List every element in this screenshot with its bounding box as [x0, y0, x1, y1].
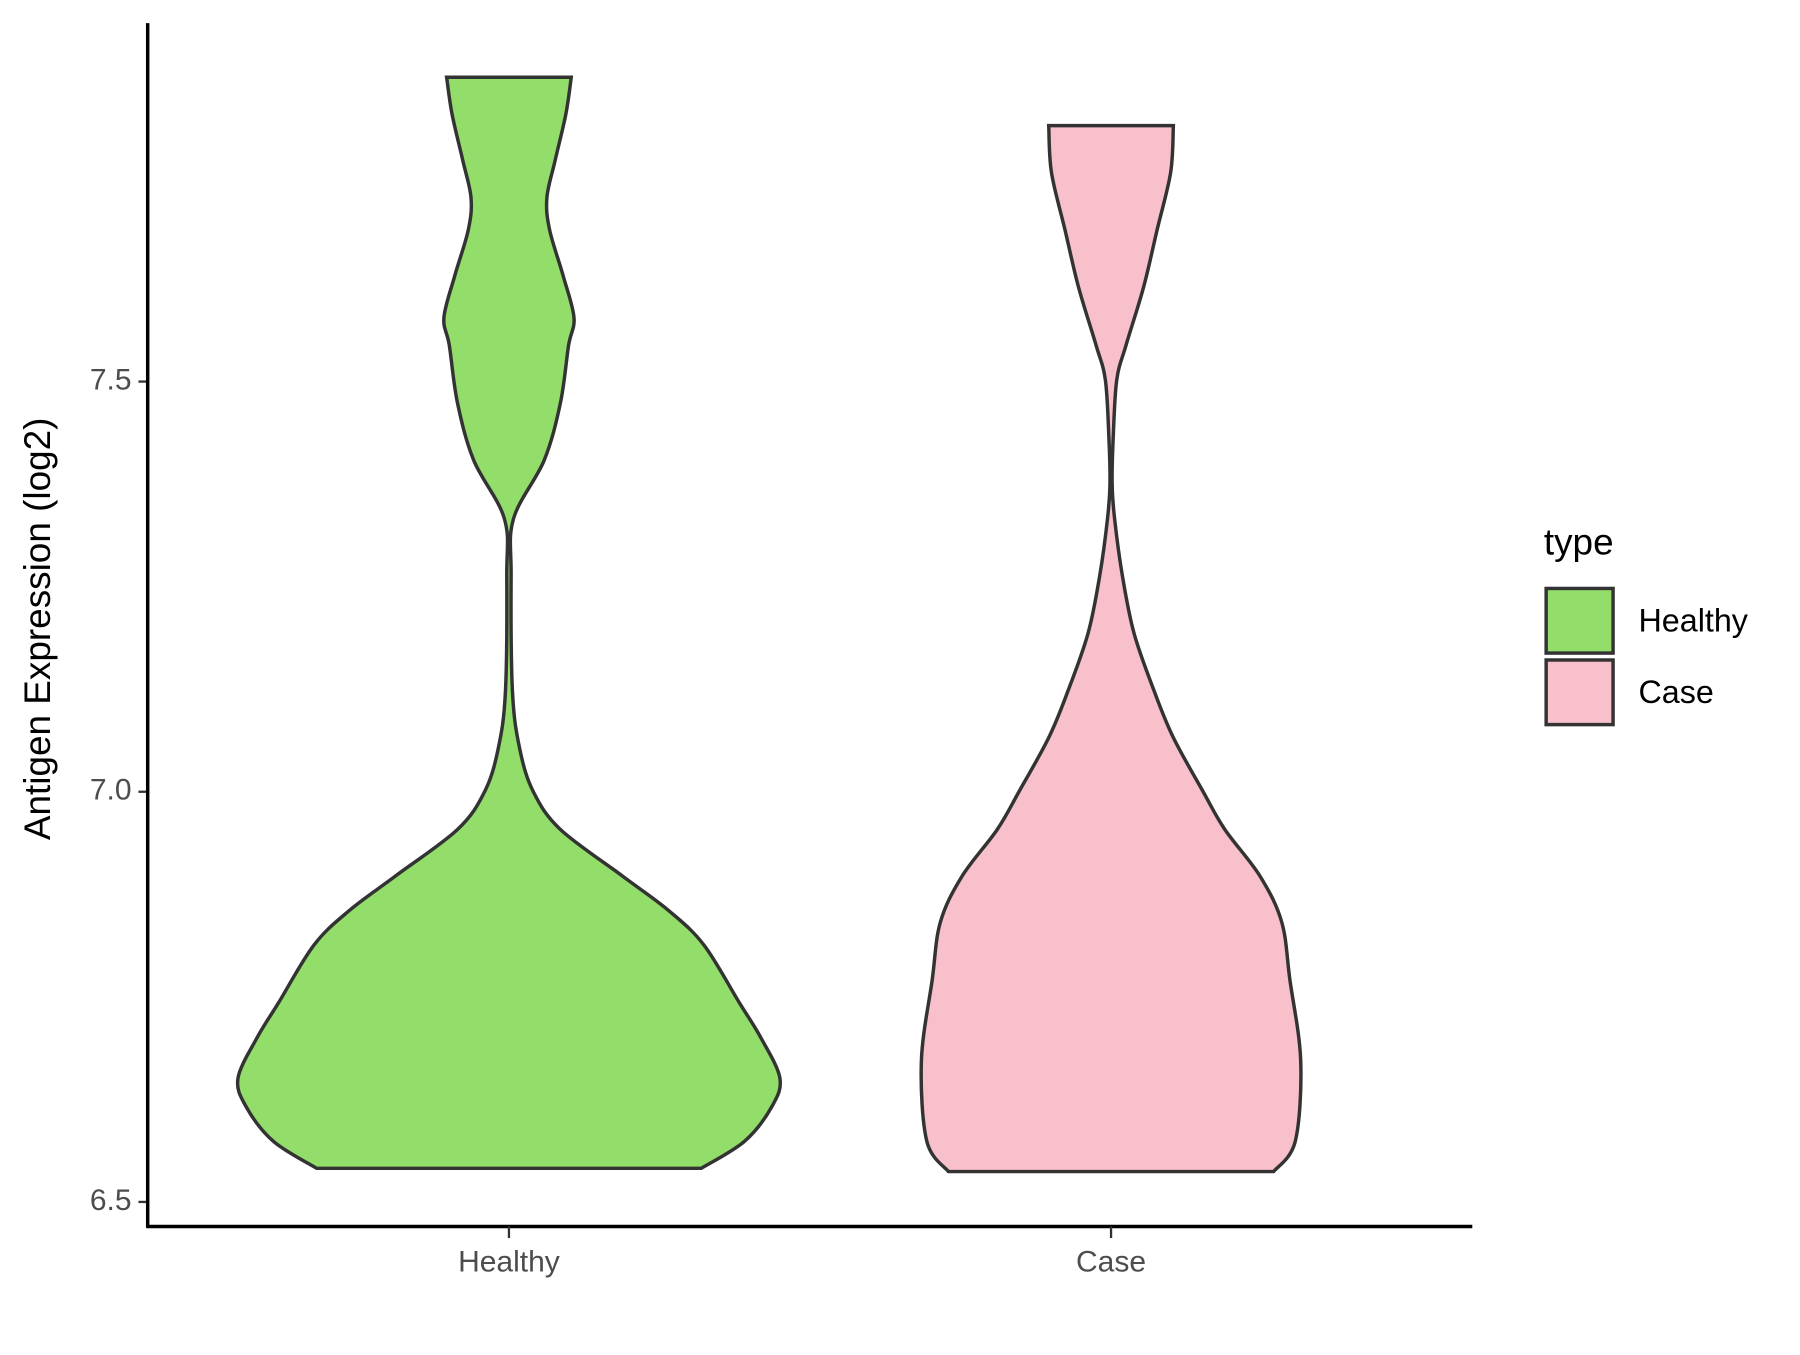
y-tick-label: 7.0	[90, 774, 132, 807]
y-tick-label: 7.5	[90, 363, 132, 396]
x-tick-label: Healthy	[458, 1245, 560, 1278]
y-axis-title: Antigen Expression (log2)	[17, 418, 58, 841]
legend-label: Healthy	[1638, 603, 1748, 639]
y-tick-label: 6.5	[90, 1184, 132, 1217]
legend-label: Case	[1638, 674, 1713, 710]
legend-key	[1544, 586, 1615, 655]
legend-key	[1544, 658, 1615, 727]
violin	[919, 123, 1303, 1174]
violin	[235, 75, 783, 1171]
legend-title: type	[1544, 521, 1614, 562]
x-tick-label: Case	[1076, 1245, 1146, 1278]
